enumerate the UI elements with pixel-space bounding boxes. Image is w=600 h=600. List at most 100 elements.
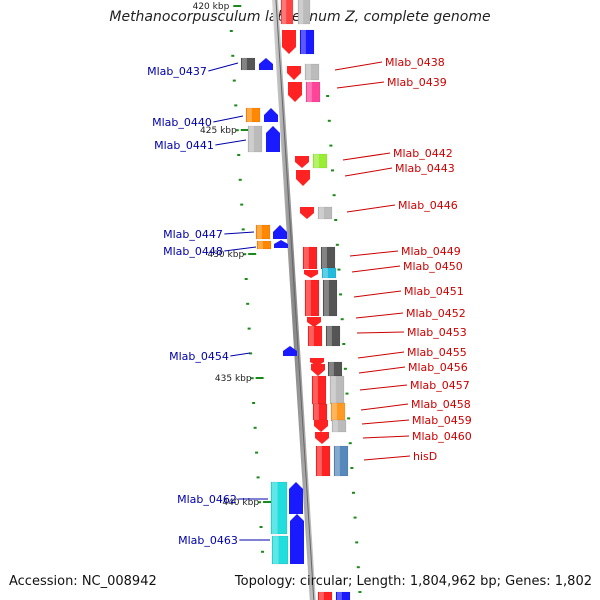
gene-label-leader (334, 61, 383, 71)
scale-dot-right (327, 119, 331, 122)
gene-arrow-up (259, 58, 273, 70)
gene-label: Mlab_0454 (169, 350, 229, 363)
gene-arrow-up (266, 126, 280, 152)
gene-block-highlight (306, 64, 311, 80)
gene-block-highlight (324, 280, 329, 316)
gene-block-highlight (335, 446, 340, 476)
scale-dot (256, 476, 260, 479)
scale-dot-right (337, 268, 341, 271)
gene-block (270, 481, 288, 535)
gene-label-leader (342, 152, 391, 161)
gene-label-leader (360, 403, 409, 411)
gene-block-highlight (301, 30, 306, 54)
gene-block-highlight (306, 280, 311, 316)
gene-label-leader (230, 352, 251, 357)
gene-block-highlight (331, 376, 336, 404)
scale-dot-right (334, 219, 338, 221)
scale-tick (248, 253, 257, 255)
gene-arrow-down (295, 156, 309, 168)
gene-arrow-down (304, 270, 318, 278)
scale-tick-label: 430 kbp (207, 250, 244, 260)
gene-block (271, 535, 289, 565)
gene-block-highlight (327, 326, 332, 346)
gene-arrow-down (315, 432, 329, 444)
gene-label-leader (353, 290, 402, 298)
gene-arrow-down (300, 207, 314, 219)
gene-label: Mlab_0440 (152, 116, 212, 129)
gene-arrow-up (283, 346, 297, 356)
gene-label: Mlab_0446 (398, 199, 458, 212)
gene-label-leader (224, 231, 255, 235)
gene-arrow-down (288, 82, 302, 102)
gene-label-leader (357, 351, 405, 359)
scale-dot (249, 352, 253, 355)
gene-block-highlight (249, 126, 254, 152)
scale-dot-right (331, 169, 335, 172)
gene-block-highlight (282, 0, 287, 24)
gene-block-highlight (319, 592, 324, 600)
gene-block (240, 57, 256, 71)
gene-label: Mlab_0450 (403, 260, 463, 273)
gene-label: Mlab_0457 (410, 379, 470, 392)
gene-block-highlight (273, 536, 279, 564)
gene-arrow-down (311, 364, 325, 376)
scale-tick-label: 425 kbp (200, 126, 237, 136)
gene-block (321, 267, 337, 279)
scale-dot-right (339, 293, 343, 296)
gene-block (315, 445, 331, 477)
gene-block (297, 0, 311, 25)
scale-dot-right (350, 467, 354, 469)
gene-label: Mlab_0452 (406, 307, 466, 320)
scale-dot (229, 30, 233, 32)
gene-block (307, 325, 323, 347)
gene-label-leader (362, 435, 410, 439)
gene-label: Mlab_0448 (163, 245, 223, 258)
gene-label: Mlab_0459 (412, 414, 472, 427)
gene-label-leader (344, 167, 393, 177)
scale-tick-label: 440 kbp (222, 498, 259, 508)
gene-arrow-down (287, 66, 301, 80)
gene-block-highlight (309, 326, 314, 346)
gene-arrow-up (290, 514, 304, 564)
scale-dot-right (340, 318, 344, 321)
scale-dot-right (343, 367, 347, 370)
gene-block (255, 224, 271, 240)
gene-label: Mlab_0455 (407, 346, 467, 359)
gene-block (302, 246, 318, 270)
scale-dot (238, 178, 242, 181)
gene-label-leader (358, 366, 406, 374)
scale-dot-right (345, 392, 349, 395)
scale-dot-right (342, 343, 346, 345)
gene-block-highlight (257, 225, 262, 239)
gene-block-highlight (337, 592, 342, 600)
gene-block-highlight (322, 247, 327, 269)
gene-block (312, 153, 328, 169)
scale-dot-right (347, 417, 351, 420)
gene-label: Mlab_0442 (393, 147, 453, 160)
scale-dot (255, 451, 259, 454)
gene-arrow-up (273, 225, 287, 239)
gene-block (305, 81, 321, 103)
gene-label: Mlab_0456 (408, 361, 468, 374)
scale-dot (243, 253, 247, 256)
gene-label-leader (208, 62, 239, 72)
gene-label: Mlab_0462 (177, 493, 237, 506)
gene-label-leader (224, 246, 257, 252)
gene-block-highlight (272, 482, 278, 534)
gene-arrow-up (289, 482, 303, 514)
scale-dot (235, 129, 239, 132)
scale-dot (232, 79, 236, 82)
scale-dot-right (355, 541, 359, 544)
scale-dot-right (348, 442, 352, 445)
gene-block-highlight (332, 403, 337, 421)
gene-label-leader (355, 312, 404, 319)
scale-tick (233, 5, 242, 7)
gene-label-leader (359, 384, 408, 391)
gene-block (317, 206, 333, 220)
genome-backbone-edge (275, 0, 315, 600)
gene-block (335, 591, 351, 600)
gene-block-highlight (314, 404, 319, 420)
gene-label: Mlab_0453 (407, 326, 467, 339)
gene-block (299, 29, 315, 55)
